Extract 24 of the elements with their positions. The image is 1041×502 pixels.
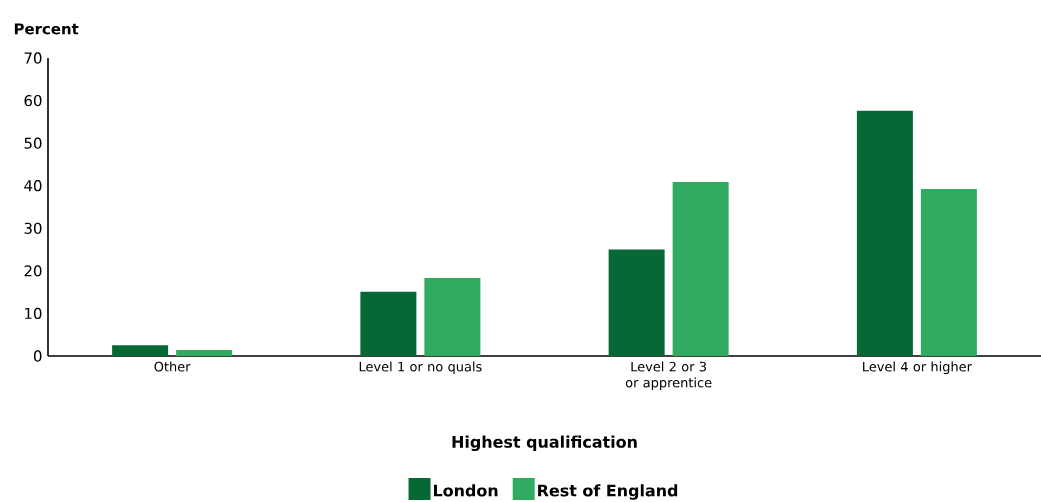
legend-label: Rest of England xyxy=(538,484,678,500)
y-tick-label: 60 xyxy=(24,94,42,107)
bar xyxy=(672,181,729,356)
bar xyxy=(608,249,665,356)
legend-label: London xyxy=(433,484,498,497)
x-axis-title: Highest qualification xyxy=(452,435,637,452)
bar xyxy=(112,345,169,356)
y-tick-label: 40 xyxy=(24,180,42,192)
bar xyxy=(360,291,417,356)
bar xyxy=(920,189,977,356)
x-tick-label: Level 1 or no quals xyxy=(359,361,482,375)
y-tick-label: 70 xyxy=(24,52,42,64)
x-tick-label: Other xyxy=(154,361,191,372)
y-tick-label: 50 xyxy=(24,137,42,149)
y-tick-label: 10 xyxy=(25,307,42,320)
bar xyxy=(856,110,913,356)
y-tick-label: 20 xyxy=(24,265,42,277)
y-tick-label: 30 xyxy=(24,222,42,234)
x-tick-label: Level 4 or higher xyxy=(863,361,972,375)
y-tick-label: 0 xyxy=(33,350,42,362)
bar xyxy=(176,350,233,356)
y-axis-title: Percent xyxy=(14,23,79,35)
bar xyxy=(424,278,481,356)
x-tick-label: Level 2 or 3 or apprentice xyxy=(625,361,712,390)
